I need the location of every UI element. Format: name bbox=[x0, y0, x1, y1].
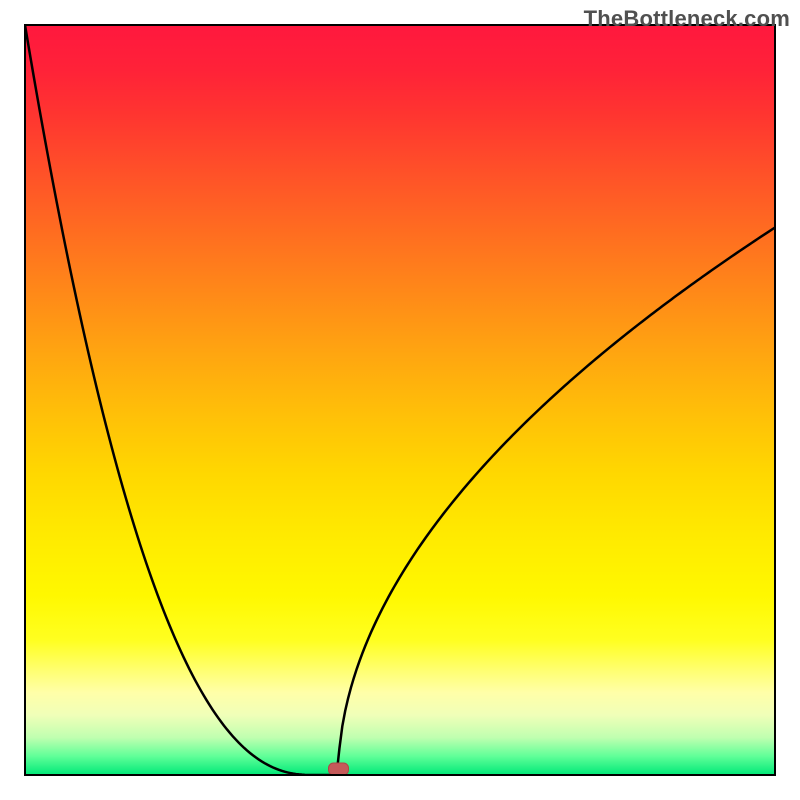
chart-container: TheBottleneck.com bbox=[0, 0, 800, 800]
watermark-text: TheBottleneck.com bbox=[584, 6, 790, 32]
optimum-marker bbox=[329, 763, 349, 775]
plot-gradient-background bbox=[25, 25, 775, 775]
chart-svg bbox=[0, 0, 800, 800]
plot-area bbox=[25, 25, 775, 775]
